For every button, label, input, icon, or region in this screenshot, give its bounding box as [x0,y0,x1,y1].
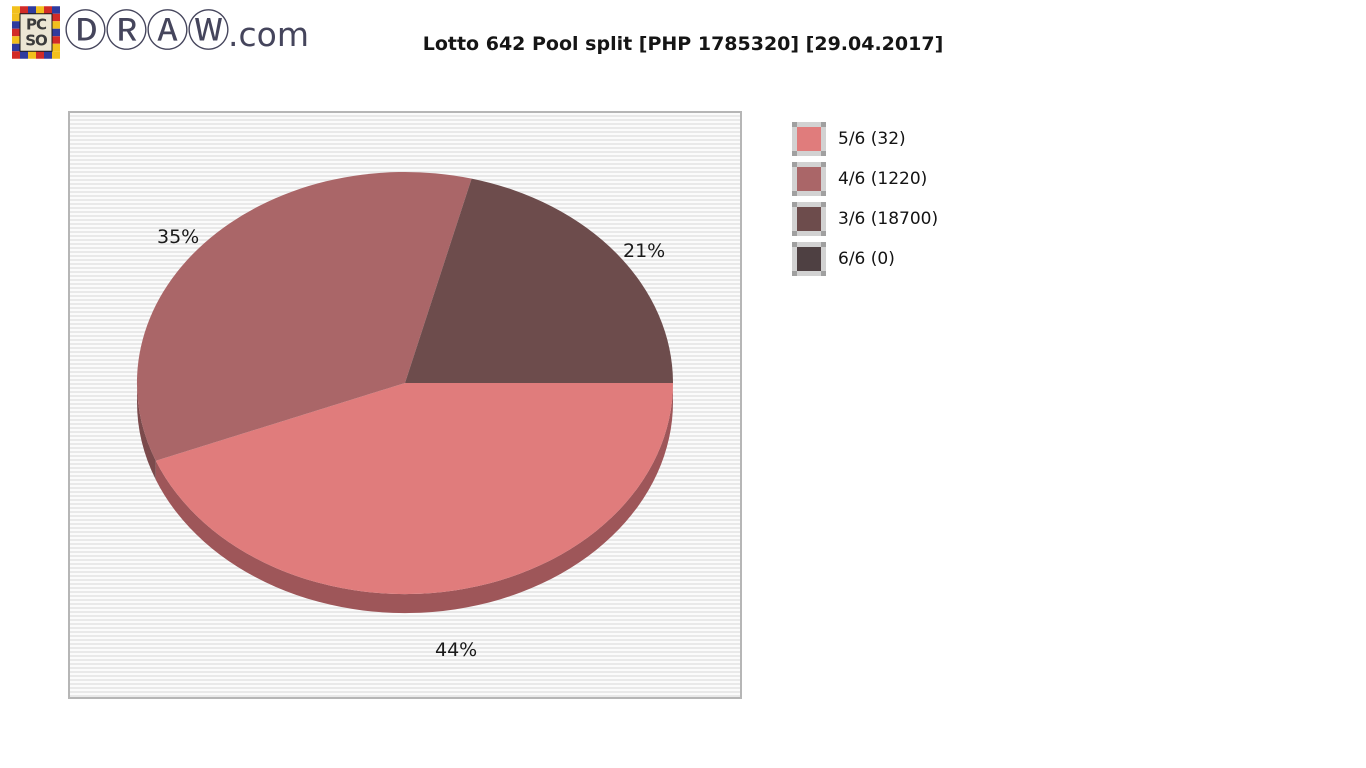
pie-label-5of6: 44% [435,639,478,661]
chart-panel: 44% 35% 21% [68,111,742,699]
page-title: Lotto 642 Pool split [PHP 1785320] [29.0… [422,33,944,55]
pie-slice-5/6 [155,383,674,595]
pie-slice-3/6 [405,178,673,383]
legend-label-3of6: 3/6 (18700) [838,209,939,229]
legend-swatch-color-6of6 [797,247,821,271]
legend-row-4of6: 4/6 (1220) [792,162,938,196]
site-tld: .com [228,15,309,54]
site-logo: PC SO ⒹⓇⒶⓌ.com [12,6,309,59]
site-name-letters: ⒹⓇⒶⓌ [64,7,230,57]
pie-chart [136,171,674,614]
pcso-icon: PC SO [12,6,60,59]
legend-label-5of6: 5/6 (32) [838,129,906,149]
legend-row-6of6: 6/6 (0) [792,242,938,276]
legend-swatch-4of6 [792,162,826,196]
legend-swatch-color-5of6 [797,127,821,151]
legend-row-3of6: 3/6 (18700) [792,202,938,236]
pcso-icon-text-top: PC [26,15,47,33]
legend-label-6of6: 6/6 (0) [838,249,895,269]
legend-label-4of6: 4/6 (1220) [838,169,928,189]
legend-swatch-color-4of6 [797,167,821,191]
pie-label-4of6: 35% [157,226,200,248]
legend-swatch-5of6 [792,122,826,156]
pie-side-4/6 [136,383,156,480]
legend-swatch-color-3of6 [797,207,821,231]
legend-row-5of6: 5/6 (32) [792,122,938,156]
pie-slice-4/6 [136,171,472,461]
site-name: ⒹⓇⒶⓌ.com [64,11,309,54]
pcso-icon-text-bottom: SO [25,31,47,49]
chart-legend: 5/6 (32) 4/6 (1220) 3/6 (18700) 6/6 (0) [792,122,938,282]
pcso-icon-checker [12,6,60,59]
legend-swatch-6of6 [792,242,826,276]
pie-label-3of6: 21% [623,240,666,262]
legend-swatch-3of6 [792,202,826,236]
